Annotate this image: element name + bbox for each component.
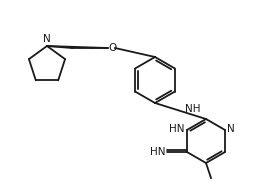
Text: HN: HN [150, 147, 166, 157]
Text: NH: NH [184, 104, 200, 114]
Text: N: N [227, 124, 235, 134]
Text: HN: HN [170, 124, 185, 134]
Text: N: N [43, 35, 51, 44]
Text: O: O [108, 43, 116, 53]
